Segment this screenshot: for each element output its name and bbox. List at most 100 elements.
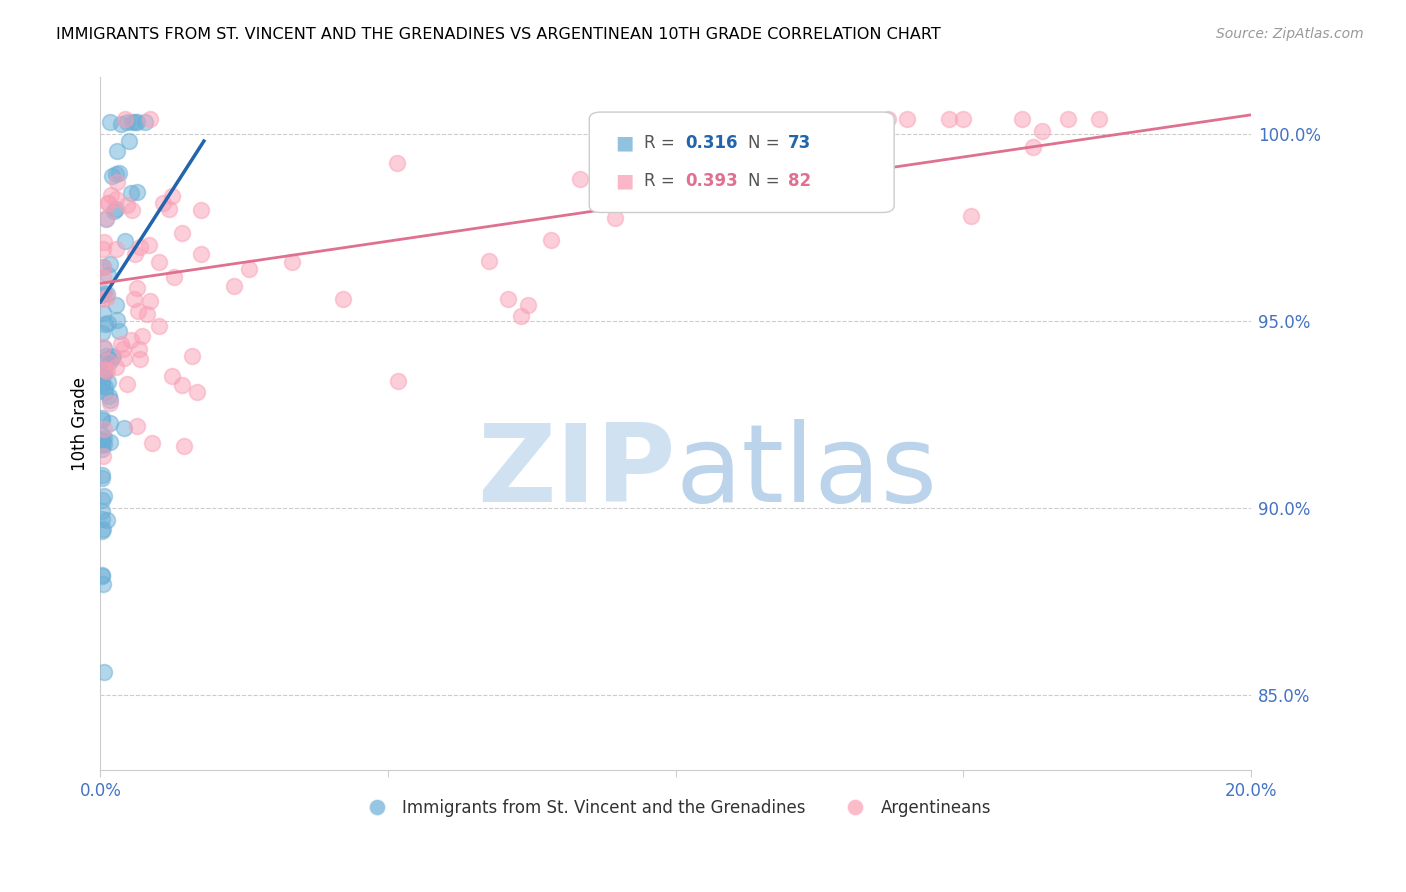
Point — [115, 377, 138, 392]
Point — [105, 168, 128, 182]
Text: N =: N = — [748, 172, 785, 190]
Point — [128, 352, 150, 367]
Point — [107, 324, 129, 338]
Point — [93, 285, 115, 300]
Point — [91, 340, 114, 354]
Point — [478, 254, 501, 268]
Point — [93, 354, 115, 368]
Point — [91, 242, 114, 256]
Point — [93, 362, 115, 376]
Point — [98, 256, 121, 270]
Point — [190, 247, 212, 261]
Point — [90, 434, 112, 448]
Point — [93, 260, 115, 274]
Point — [120, 333, 142, 347]
Point — [121, 203, 143, 218]
Point — [1011, 112, 1033, 126]
Text: 82: 82 — [789, 172, 811, 190]
Point — [93, 489, 115, 503]
Point — [100, 350, 122, 364]
Point — [131, 329, 153, 343]
Point — [281, 254, 304, 268]
Text: ZIP: ZIP — [477, 419, 675, 525]
Point — [90, 569, 112, 583]
Point — [112, 342, 135, 356]
Point — [1031, 123, 1053, 137]
Point — [98, 353, 121, 368]
Point — [104, 202, 127, 216]
Point — [138, 238, 160, 252]
Text: Source: ZipAtlas.com: Source: ZipAtlas.com — [1216, 27, 1364, 41]
Point — [93, 422, 115, 436]
Point — [127, 304, 149, 318]
Point — [134, 115, 156, 129]
Point — [90, 376, 112, 390]
Point — [125, 115, 148, 129]
Point — [96, 349, 118, 363]
Point — [139, 294, 162, 309]
Point — [91, 433, 114, 447]
Point — [387, 374, 409, 388]
Point — [125, 419, 148, 434]
Point — [863, 137, 886, 152]
Point — [112, 421, 135, 435]
Point — [540, 233, 562, 247]
Text: 0.316: 0.316 — [685, 134, 737, 153]
Point — [114, 234, 136, 248]
Point — [96, 513, 118, 527]
Point — [104, 359, 127, 374]
Point — [91, 521, 114, 535]
Text: IMMIGRANTS FROM ST. VINCENT AND THE GRENADINES VS ARGENTINEAN 10TH GRADE CORRELA: IMMIGRANTS FROM ST. VINCENT AND THE GREN… — [56, 27, 941, 42]
Point — [90, 492, 112, 507]
Point — [94, 365, 117, 379]
Point — [107, 145, 129, 159]
Point — [125, 185, 148, 199]
Point — [385, 156, 408, 170]
Point — [93, 235, 115, 250]
Point — [138, 112, 160, 126]
Point — [569, 172, 592, 186]
Point — [97, 389, 120, 403]
Point — [100, 188, 122, 202]
Point — [141, 436, 163, 450]
Point — [105, 192, 128, 206]
Point — [91, 306, 114, 320]
Point — [877, 112, 900, 126]
Point — [105, 242, 128, 256]
Point — [896, 112, 918, 126]
Point — [96, 211, 118, 225]
Point — [110, 336, 132, 351]
Point — [98, 434, 121, 449]
Point — [97, 351, 120, 366]
Point — [152, 195, 174, 210]
Point — [90, 524, 112, 538]
Point — [117, 197, 139, 211]
Point — [96, 353, 118, 368]
Point — [181, 350, 204, 364]
Point — [509, 309, 531, 323]
Point — [115, 115, 138, 129]
Point — [124, 247, 146, 261]
Point — [128, 342, 150, 356]
Point — [122, 293, 145, 307]
Point — [96, 290, 118, 304]
Text: atlas: atlas — [675, 419, 938, 525]
Point — [129, 240, 152, 254]
Point — [98, 396, 121, 410]
Point — [136, 307, 159, 321]
Point — [94, 317, 117, 331]
Point — [1088, 112, 1111, 126]
Point — [90, 504, 112, 518]
Point — [93, 665, 115, 679]
Point — [96, 286, 118, 301]
Point — [105, 313, 128, 327]
Point — [98, 115, 121, 129]
Point — [91, 576, 114, 591]
Point — [90, 568, 112, 582]
Point — [160, 369, 183, 384]
Point — [787, 159, 810, 173]
Point — [603, 211, 626, 225]
Text: ■: ■ — [616, 134, 634, 153]
Point — [110, 117, 132, 131]
Point — [98, 417, 121, 431]
